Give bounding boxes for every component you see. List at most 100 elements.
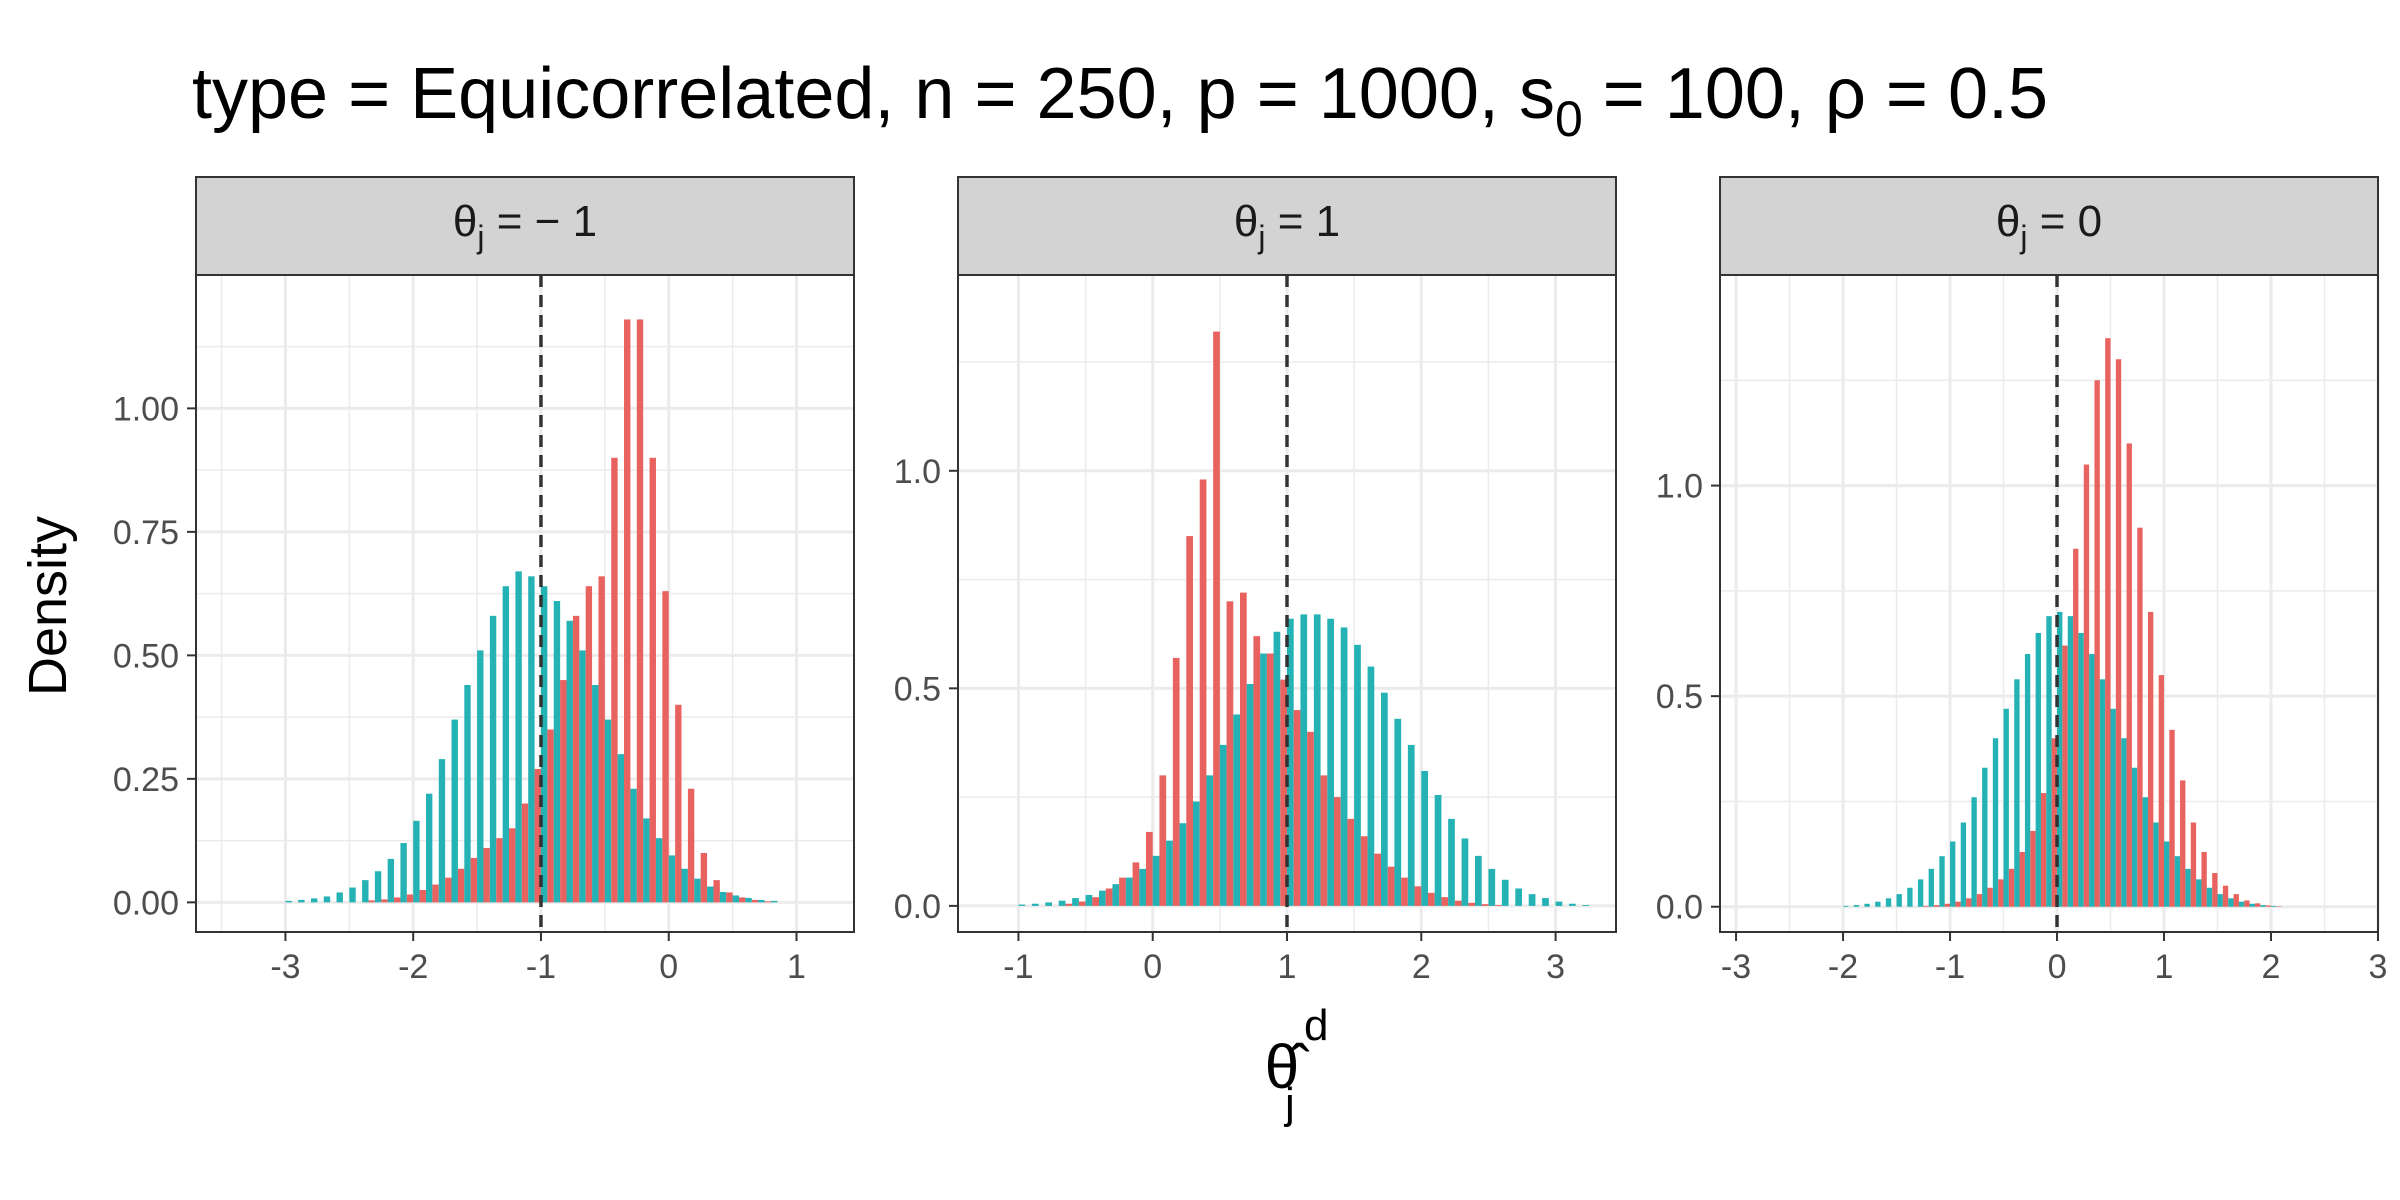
histogram-bar-red [2105, 338, 2111, 907]
histogram-bar-red [1065, 903, 1073, 906]
facet-strip [1719, 176, 2379, 276]
histogram-bar-teal [2196, 879, 2202, 907]
facet-strip-subscript: j [1257, 219, 1265, 255]
facet-strip-label: θj = 1 [1234, 197, 1340, 255]
histogram-bar-red [1428, 892, 1435, 906]
histogram-bar-teal [1960, 822, 1967, 907]
histogram-bar-teal [1421, 771, 1428, 906]
facet-strip-symbol: θ [1996, 197, 2020, 246]
histogram-bar-red [2180, 780, 2186, 907]
histogram-bar-red [1923, 905, 1929, 907]
facet-strip-symbol: θ [453, 197, 477, 246]
histogram-bar-red [1441, 897, 1449, 906]
histogram-bar-teal [1917, 879, 1924, 907]
histogram-bar-teal [2206, 887, 2213, 907]
chart-title: type = Equicorrelated, n = 250, p = 1000… [192, 54, 2048, 147]
histogram-bar-teal [2217, 894, 2223, 907]
histogram-bar-teal [1853, 905, 1860, 907]
y-tick-label: 1.0 [894, 453, 941, 491]
x-tick-label: -1 [1935, 948, 1965, 986]
histogram-bar-teal [1179, 823, 1187, 906]
histogram-bar-red [624, 319, 631, 903]
histogram-bar-teal [732, 895, 740, 903]
histogram-bar-teal [1152, 855, 1160, 906]
histogram-bar-teal [1233, 714, 1240, 906]
histogram-bar-teal [1125, 877, 1133, 906]
histogram-bar-teal [1875, 901, 1881, 907]
histogram-bar-teal [336, 892, 343, 903]
histogram-bar-red [470, 857, 478, 903]
histogram-bar-teal [1555, 901, 1563, 906]
x-axis-label-subscript: j [1283, 1079, 1295, 1128]
histogram-bar-teal [770, 900, 778, 903]
histogram-bar-teal [1381, 692, 1388, 906]
histogram-bar-red [2051, 738, 2058, 907]
histogram-bar-teal [387, 858, 395, 903]
histogram-bar-teal [1982, 767, 1988, 907]
histogram-bar-teal [1072, 898, 1079, 906]
histogram-bar-teal [1340, 627, 1348, 906]
histogram-bar-teal [694, 878, 701, 903]
histogram-bar-teal [1488, 868, 1496, 906]
histogram-bar-teal [592, 685, 599, 903]
x-tick-label: 3 [2369, 948, 2388, 986]
histogram-bar-red [739, 897, 746, 903]
histogram-bar-red [1414, 886, 1422, 906]
histogram-bar-teal [1896, 894, 1902, 907]
histogram-bar-red [534, 768, 541, 903]
histogram-bar-teal [668, 855, 676, 903]
x-tick-label: -1 [1003, 948, 1033, 986]
histogram-bar-teal [362, 880, 369, 903]
histogram-bar-teal [2228, 898, 2234, 907]
histogram-bar-teal [1939, 856, 1945, 907]
y-tick-label: 0.0 [1656, 889, 1703, 927]
histogram-bar-red [713, 880, 720, 903]
histogram-bar-red [2190, 822, 2197, 907]
histogram-bar-teal [1950, 841, 1956, 907]
histogram-bar-teal [1542, 898, 1549, 906]
histogram-bar-teal [2067, 616, 2074, 907]
histogram-bar-red [764, 901, 771, 903]
x-tick-label: 2 [2262, 948, 2281, 986]
histogram-bar-red [726, 892, 733, 903]
facet-strip [957, 176, 1617, 276]
facet-panel-1: θj = − 1 -3 -2 -1 0 1 0.00 0.25 0.50 0.75 1.00 [113, 176, 855, 986]
histogram-bar-red [1280, 679, 1287, 906]
histogram-bar-red [1347, 818, 1355, 906]
histogram-bar-teal [1394, 718, 1402, 906]
histogram-bar-red [521, 803, 529, 903]
histogram-bar-teal [681, 868, 688, 903]
histogram-bar-teal [2057, 611, 2063, 907]
y-tick-label: 1.0 [1656, 468, 1703, 506]
histogram-bar-red [483, 848, 490, 903]
histogram-bar-red [585, 586, 593, 903]
histogram-bar-teal [540, 586, 548, 903]
histogram-bar-red [1387, 866, 1395, 906]
histogram-bar-red [509, 828, 516, 903]
y-tick-label: 0.00 [113, 884, 179, 922]
histogram-bar-teal [477, 650, 484, 903]
histogram-bar-red [1976, 894, 1983, 907]
x-tick-label: -2 [398, 948, 428, 986]
histogram-bar-teal [1018, 904, 1026, 906]
histogram-bar-teal [489, 615, 497, 903]
histogram-bar-red [2040, 793, 2047, 907]
histogram-bar-red [419, 890, 426, 903]
histogram-bar-teal [758, 899, 765, 903]
x-tick-label: -3 [1721, 948, 1751, 986]
histogram-bar-red [1092, 897, 1099, 906]
histogram-bar-teal [1246, 683, 1254, 906]
histogram-bar-teal [1501, 879, 1509, 906]
histogram-bar-teal [1099, 890, 1106, 906]
histogram-bar-red [445, 877, 452, 903]
x-tick-label: 0 [1143, 948, 1162, 986]
histogram-bar-red [572, 615, 580, 903]
histogram-bar-teal [464, 685, 471, 903]
histogram-bar-red [2212, 873, 2218, 907]
histogram-bar-red [2254, 903, 2261, 907]
histogram-bar-teal [1219, 744, 1227, 906]
histogram-bar-red [687, 788, 695, 903]
histogram-bar-teal [285, 900, 292, 903]
histogram-bar-red [636, 319, 644, 903]
y-tick-label: 0.50 [113, 637, 179, 675]
